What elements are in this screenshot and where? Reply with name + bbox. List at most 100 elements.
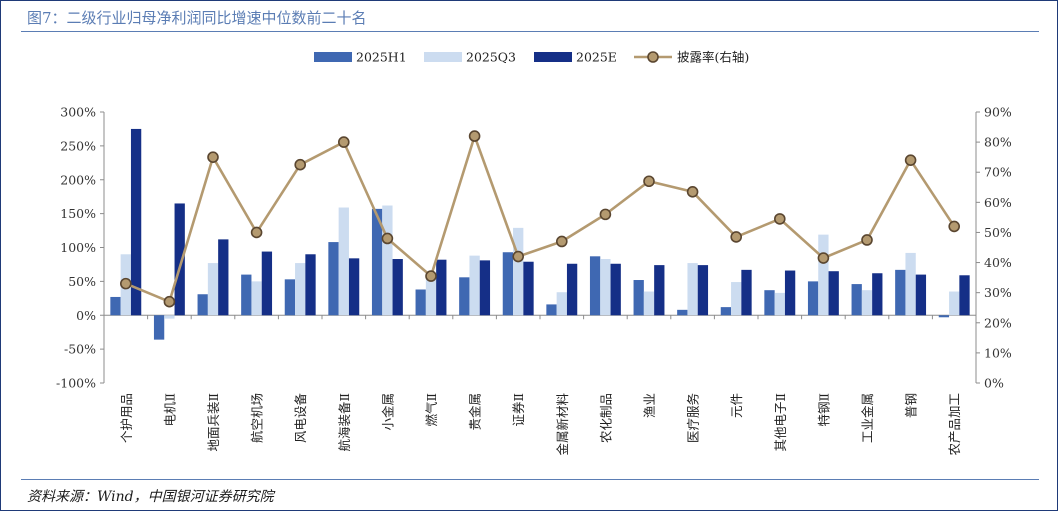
bar-2025e bbox=[784, 270, 796, 316]
disclosure-rate-marker bbox=[904, 154, 917, 166]
disclosure-rate-marker bbox=[861, 234, 873, 246]
disclosure-rate-marker bbox=[163, 295, 176, 308]
bar-2025h1 bbox=[546, 304, 557, 316]
bar-2025e bbox=[654, 265, 665, 316]
left-tick-label: 0% bbox=[76, 308, 96, 323]
bar-2025e bbox=[348, 258, 360, 316]
bar-2025e bbox=[479, 260, 491, 316]
x-tick-label: 电机Ⅱ bbox=[162, 393, 177, 427]
title-rule bbox=[21, 31, 1039, 32]
x-tick-label: 贵金属 bbox=[468, 393, 483, 431]
disclosure-rate-marker bbox=[381, 232, 394, 245]
bar-2025q3 bbox=[425, 277, 437, 316]
bar-2025q3 bbox=[382, 205, 393, 316]
bar-2025h1 bbox=[677, 309, 688, 316]
left-tick-label: 150% bbox=[60, 206, 96, 221]
bar-2025e bbox=[523, 261, 534, 316]
bar-2025e bbox=[741, 269, 752, 316]
disclosure-rate-marker bbox=[730, 231, 743, 243]
x-tick-label: 医疗服务 bbox=[686, 393, 701, 443]
bar-2025h1 bbox=[851, 284, 862, 316]
disclosure-rate-line bbox=[125, 134, 956, 304]
source-rule bbox=[21, 479, 1039, 480]
bar-2025h1 bbox=[415, 289, 426, 316]
bar-2025q3 bbox=[556, 292, 567, 316]
disclosure-rate-marker bbox=[294, 158, 307, 171]
bar-2025h1 bbox=[938, 315, 950, 318]
disclosure-rate-marker bbox=[643, 175, 655, 188]
legend-label: 披露率(右轴) bbox=[677, 50, 749, 65]
bar-2025q3 bbox=[338, 207, 349, 316]
bar-2025h1 bbox=[459, 277, 470, 316]
bar-2025q3 bbox=[164, 315, 175, 319]
disclosure-rate-marker bbox=[817, 252, 830, 264]
bar-2025h1 bbox=[371, 208, 383, 316]
left-tick-label: 50% bbox=[68, 274, 96, 289]
bar-2025q3 bbox=[949, 291, 960, 316]
bar-2025q3 bbox=[207, 263, 219, 316]
bar-2025e bbox=[610, 263, 621, 316]
disclosure-rate-marker bbox=[686, 185, 699, 198]
bar-2025q3 bbox=[513, 227, 524, 316]
bar-2025q3 bbox=[295, 263, 306, 316]
x-tick-label: 工业金属 bbox=[860, 393, 875, 443]
x-tick-label: 其他电子Ⅱ bbox=[773, 393, 788, 452]
left-tick-label: 200% bbox=[60, 172, 96, 187]
disclosure-rate-marker bbox=[468, 130, 481, 142]
bar-2025q3 bbox=[600, 259, 611, 316]
bar-2025q3 bbox=[251, 281, 262, 316]
disclosure-rate-marker bbox=[948, 220, 961, 233]
disclosure-rate-marker bbox=[512, 250, 525, 263]
left-tick-label: 100% bbox=[60, 240, 96, 255]
bar-2025h1 bbox=[328, 242, 339, 316]
bar-2025e bbox=[174, 203, 185, 316]
legend-swatch bbox=[314, 52, 352, 62]
right-tick-label: 80% bbox=[984, 135, 1012, 150]
bar-2025q3 bbox=[469, 255, 480, 316]
right-tick-label: 50% bbox=[984, 225, 1012, 240]
bar-2025h1 bbox=[807, 281, 819, 316]
disclosure-rate-marker bbox=[425, 270, 437, 282]
bar-2025e bbox=[566, 263, 578, 316]
right-tick-label: 70% bbox=[984, 165, 1012, 180]
x-tick-label: 燃气Ⅱ bbox=[424, 393, 439, 427]
disclosure-rate-marker bbox=[555, 235, 568, 248]
legend-marker-swatch bbox=[647, 51, 659, 63]
bar-2025e bbox=[697, 265, 709, 316]
left-tick-label: 250% bbox=[60, 138, 96, 153]
bar-2025e bbox=[305, 254, 316, 316]
disclosure-rate-marker bbox=[250, 226, 263, 239]
bar-2025h1 bbox=[197, 294, 208, 316]
bar-2025h1 bbox=[153, 315, 165, 340]
disclosure-rate-marker bbox=[337, 136, 350, 148]
x-tick-label: 渔业 bbox=[642, 393, 657, 418]
bar-2025e bbox=[872, 273, 883, 316]
bar-2025h1 bbox=[589, 256, 601, 316]
bar-2025e bbox=[392, 259, 403, 316]
bar-2025e bbox=[959, 275, 970, 316]
bar-2025e bbox=[828, 271, 839, 316]
bar-2025h1 bbox=[241, 274, 252, 316]
legend-label: 2025Q3 bbox=[466, 50, 516, 65]
bar-2025q3 bbox=[861, 290, 873, 316]
right-tick-label: 40% bbox=[984, 255, 1012, 270]
bar-2025e bbox=[436, 259, 447, 316]
x-tick-label: 个护用品 bbox=[119, 393, 134, 443]
bar-2025q3 bbox=[643, 291, 655, 316]
disclosure-rate-marker bbox=[773, 213, 786, 225]
bar-2025h1 bbox=[633, 280, 644, 316]
chart-title: 图7：二级行业归母净利润同比增速中位数前二十名 bbox=[27, 9, 367, 27]
bar-2025e bbox=[915, 274, 927, 316]
x-tick-label: 航海装备Ⅱ bbox=[337, 393, 352, 452]
left-tick-label: 300% bbox=[60, 105, 96, 120]
bar-2025e bbox=[130, 128, 142, 316]
bar-2025q3 bbox=[774, 292, 785, 316]
bar-2025e bbox=[218, 239, 229, 316]
source-note: 资料来源：Wind，中国银河证券研究院 bbox=[27, 489, 274, 505]
bar-2025q3 bbox=[687, 263, 698, 316]
legend-swatch bbox=[534, 52, 572, 62]
x-tick-label: 金属新材料 bbox=[555, 393, 570, 456]
disclosure-rate-marker bbox=[120, 277, 132, 290]
right-tick-label: 0% bbox=[984, 376, 1004, 391]
